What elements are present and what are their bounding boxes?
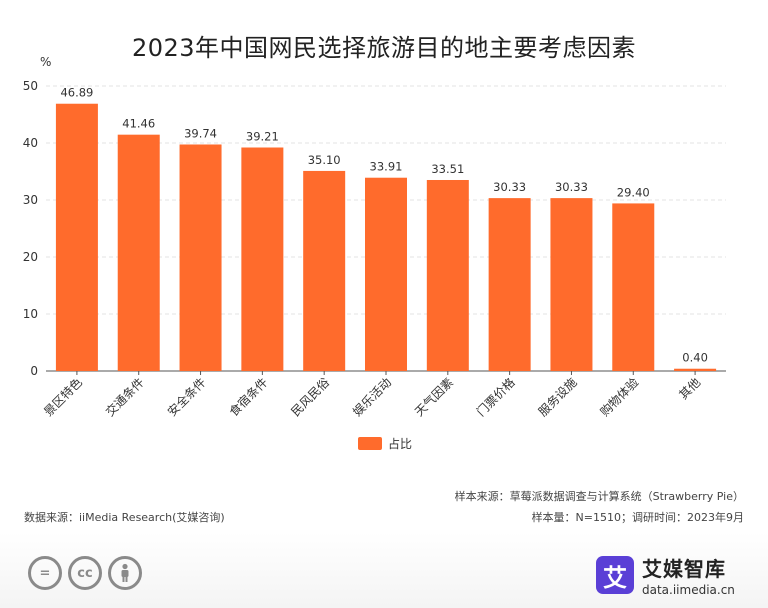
x-tick-label: 购物体验 [597,375,642,420]
x-tick-label: 食宿条件 [226,375,271,420]
bar-value-label: 33.91 [370,160,403,174]
y-tick-label: 30 [23,193,38,207]
bar [612,203,655,371]
bar-value-label: 39.21 [246,130,279,144]
x-tick-label: 交通条件 [102,375,147,420]
bar-chart: 0 10 20 30 40 50% 46.89 景区特色 41.46 交通条件 39.74 安全条件 3… [23,55,726,451]
x-tick-label: 民风民俗 [288,375,332,419]
bar [488,198,531,371]
brand-name: 艾媒智库 [642,557,726,581]
data-source-note: 数据来源：iiMedia Research(艾媒咨询) [24,511,225,524]
x-tick-label: 服务设施 [535,375,580,420]
bar-value-label: 29.40 [617,185,650,199]
bar-value-label: 33.51 [431,162,464,176]
sample-size-note: 样本量：N=1510；调研时间：2023年9月 [531,511,744,524]
bar-value-label: 30.33 [493,180,526,194]
sample-source-note: 样本来源：草莓派数据调查与计算系统（Strawberry Pie） [454,490,744,503]
bar [303,170,346,371]
bar-value-label: 0.40 [682,351,708,365]
chart-title: 2023年中国网民选择旅游目的地主要考虑因素 [131,34,637,62]
cc-icon: cc [68,556,102,590]
bar [55,103,98,372]
bar [365,177,407,371]
brand-logo: 艾 艾媒智库 data.iimedia.cn [596,553,735,597]
equals-icon: = [28,556,62,590]
bar-value-label: 41.46 [122,117,155,131]
bar-value-label: 46.89 [60,86,93,100]
y-axis-unit: % [40,55,51,69]
y-tick-label: 20 [23,250,38,264]
x-tick-label: 景区特色 [40,375,85,420]
bar [426,179,469,371]
bar [241,147,284,371]
y-tick-label: 10 [23,307,38,321]
legend-swatch [358,437,382,450]
person-icon [108,556,142,590]
y-tick-label: 0 [30,364,38,378]
x-tick-label: 天气因素 [411,375,456,420]
brand-url: data.iimedia.cn [642,583,735,597]
bar-value-label: 39.74 [184,126,217,140]
x-tick-label: 门票价格 [473,375,518,420]
bar [550,198,593,371]
x-tick-label: 其他 [676,375,703,402]
bar-value-label: 30.33 [555,180,588,194]
bar [179,144,222,371]
x-tick-label: 安全条件 [164,375,209,420]
license-badges: = cc [28,556,142,590]
legend-label: 占比 [388,436,412,451]
y-tick-label: 50 [23,79,38,93]
bar-value-label: 35.10 [308,153,341,167]
bar [117,134,160,371]
x-tick-label: 娱乐活动 [350,375,394,419]
brand-mark-icon: 艾 [596,556,634,594]
y-tick-label: 40 [23,136,38,150]
bar [674,368,717,371]
